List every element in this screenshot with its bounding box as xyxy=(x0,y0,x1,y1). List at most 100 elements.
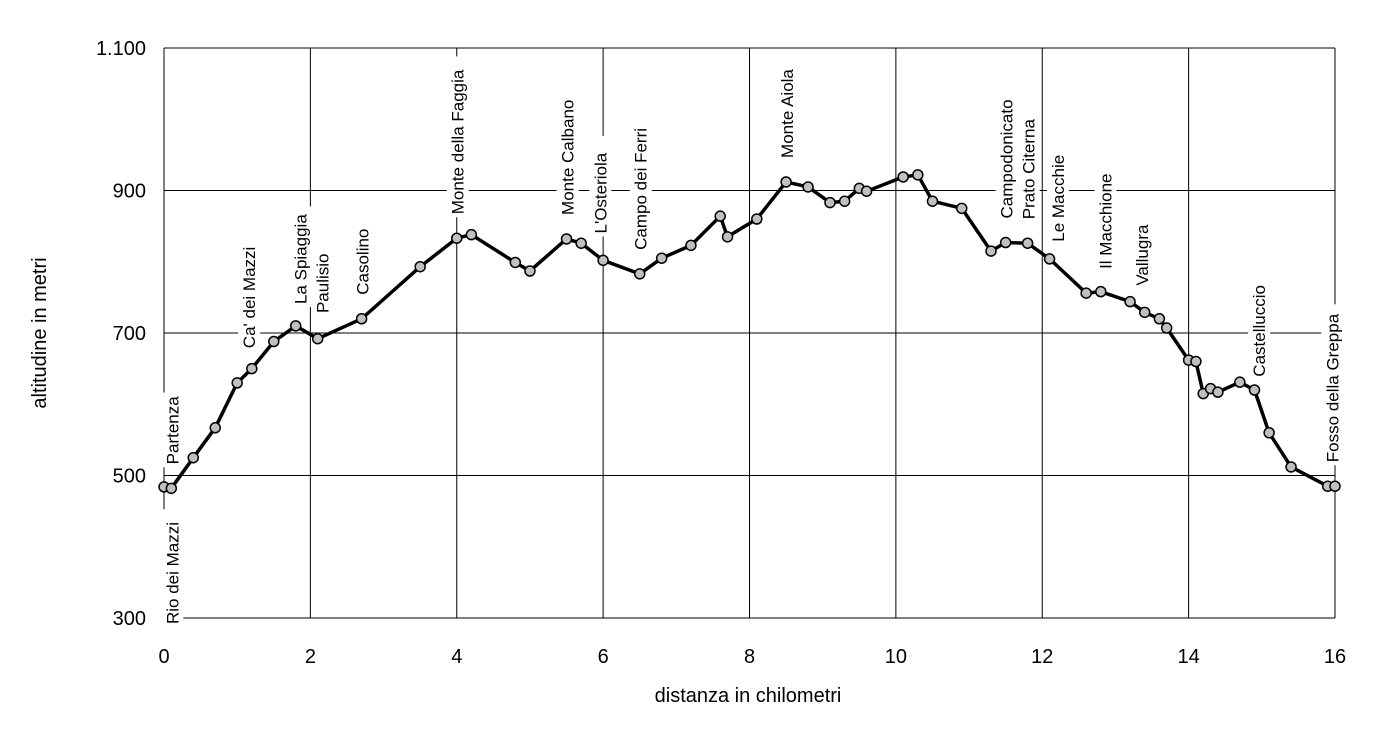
data-point xyxy=(187,451,200,464)
place-label-bg xyxy=(161,509,184,627)
place-label: Monte della Faggia xyxy=(449,69,468,214)
place-label: Il Macchione xyxy=(1096,173,1115,268)
data-point xyxy=(560,233,573,245)
place-label: Fosso della Greppa xyxy=(1323,313,1342,462)
place-label: Vallugra xyxy=(1133,224,1152,286)
place-label: Partenza xyxy=(163,396,182,465)
data-point xyxy=(289,320,302,332)
data-point xyxy=(509,256,522,269)
data-point xyxy=(1212,386,1224,398)
y-tick-label: 300 xyxy=(113,608,146,630)
data-point xyxy=(451,232,463,244)
data-point xyxy=(999,236,1012,249)
place-label-bg xyxy=(589,135,612,237)
place-label-bg xyxy=(161,392,184,468)
x-tick-label: 16 xyxy=(1324,646,1346,668)
place-label-bg xyxy=(1094,162,1117,272)
data-point xyxy=(246,362,258,375)
y-tick-label: 500 xyxy=(113,466,146,488)
place-label: Campo dei Ferri xyxy=(632,128,651,250)
data-point xyxy=(926,195,939,207)
data-point xyxy=(1021,237,1034,249)
data-point xyxy=(311,332,324,345)
data-point xyxy=(1190,355,1202,368)
y-tick-label: 900 xyxy=(113,181,146,203)
data-point xyxy=(165,482,178,495)
y-tick-label: 700 xyxy=(113,323,146,345)
place-label: La Spiaggia xyxy=(291,214,310,304)
data-point xyxy=(1095,285,1107,298)
y-axis-title: altitudine in metri xyxy=(29,257,51,408)
data-point xyxy=(209,422,221,434)
x-axis-title: distanza in chilometri xyxy=(655,685,842,707)
data-point xyxy=(355,313,368,325)
data-point xyxy=(655,252,668,264)
data-point xyxy=(897,171,909,183)
place-label-bg xyxy=(1321,304,1344,466)
tick-labels: 0 2 4 6 8 10 12 14 16 300 500 700 900 1.100 xyxy=(96,38,1346,668)
place-label-bg xyxy=(351,222,374,298)
place-label: Prato Citerna xyxy=(1020,119,1039,220)
data-point xyxy=(751,213,763,225)
data-point xyxy=(575,237,587,249)
place-label-bg xyxy=(1017,104,1040,223)
data-point xyxy=(685,239,697,252)
place-label-bg xyxy=(776,60,799,161)
data-point xyxy=(1138,306,1151,319)
data-point xyxy=(802,181,814,193)
data-point xyxy=(860,185,873,197)
place-label: Monte Aiola xyxy=(778,69,797,158)
place-label-bg xyxy=(995,103,1018,222)
place-label-bg xyxy=(629,117,652,253)
data-point xyxy=(838,195,851,207)
data-point xyxy=(268,335,280,348)
x-tick-label: 6 xyxy=(598,646,609,668)
place-label: Monte Calbano xyxy=(559,100,578,215)
data-point xyxy=(1124,295,1136,308)
x-tick-label: 2 xyxy=(305,646,316,668)
place-label: Campodonicato xyxy=(998,99,1017,218)
x-tick-label: 8 xyxy=(744,646,755,668)
data-point xyxy=(1329,480,1341,492)
data-point xyxy=(1043,253,1056,265)
data-point xyxy=(633,268,646,280)
data-point xyxy=(714,210,726,222)
data-point xyxy=(1263,427,1275,439)
data-point xyxy=(524,265,536,277)
data-point xyxy=(1248,384,1261,396)
place-label: L'Osteriola xyxy=(591,152,610,233)
data-point xyxy=(1285,461,1297,473)
x-tick-label: 12 xyxy=(1031,646,1053,668)
place-label: Ca' dei Mazzi xyxy=(240,247,259,349)
data-point xyxy=(985,245,997,257)
place-label-bg xyxy=(311,241,334,317)
x-tick-label: 0 xyxy=(158,646,169,668)
elevation-series xyxy=(158,169,1341,495)
place-label-bg xyxy=(1131,213,1154,289)
data-point xyxy=(231,377,243,389)
place-label-bg xyxy=(446,56,469,218)
place-label-bg xyxy=(1248,270,1271,380)
data-point xyxy=(955,202,968,215)
data-point xyxy=(1080,287,1092,299)
data-point xyxy=(597,254,609,267)
data-point xyxy=(1234,376,1246,388)
grid xyxy=(163,47,1336,619)
place-label: Paulisio xyxy=(313,253,332,313)
place-label: Le Macchie xyxy=(1049,155,1068,242)
data-point xyxy=(912,169,924,181)
data-point xyxy=(780,176,792,188)
data-point xyxy=(1153,313,1166,325)
data-point xyxy=(414,260,426,273)
place-label-bg xyxy=(238,233,261,352)
x-tick-label: 10 xyxy=(885,646,907,668)
place-label: Rio dei Mazzi xyxy=(163,522,182,624)
place-label-bg xyxy=(1046,152,1069,245)
data-point xyxy=(721,231,734,243)
x-tick-label: 14 xyxy=(1178,646,1200,668)
data-point xyxy=(824,196,836,209)
place-labels: Rio dei Mazzi Partenza Ca' dei Mazzi La Spi… xyxy=(161,56,1344,627)
place-label-bg xyxy=(556,100,579,218)
place-label: Casolino xyxy=(354,229,373,295)
